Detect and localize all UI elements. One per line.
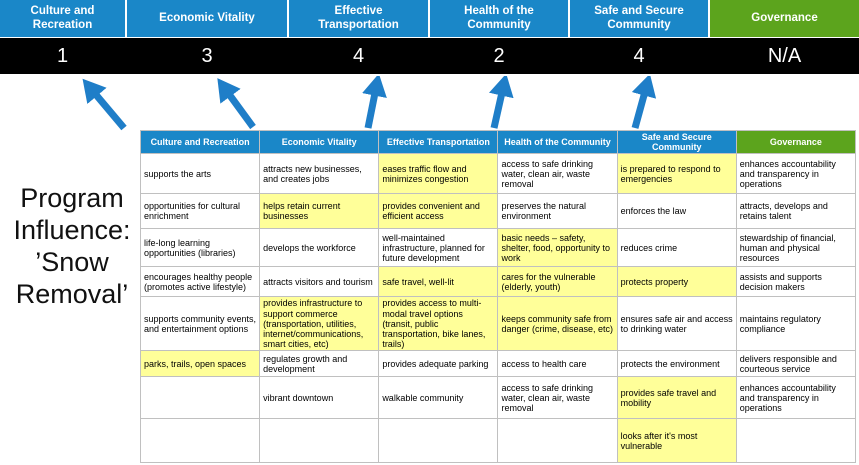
matrix-row: life-long learning opportunities (librar… xyxy=(139,228,857,268)
summary-column-culture-recreation: Culture and Recreation xyxy=(0,0,125,37)
matrix-cell: eases traffic flow and minimizes congest… xyxy=(378,153,499,195)
matrix-cell: cares for the vulnerable (elderly, youth… xyxy=(497,266,618,298)
summary-column-economic-vitality: Economic Vitality xyxy=(127,0,287,37)
score-band: 1 3 4 2 4 N/A xyxy=(0,38,859,74)
matrix-row: looks after it's most vulnerable xyxy=(139,418,857,464)
matrix-header-cell: Governance xyxy=(735,129,857,155)
matrix-row: vibrant downtown walkable community access… xyxy=(139,376,857,420)
matrix-cell: stewardship of financial, human and phys… xyxy=(735,228,857,268)
matrix-cell: reduces crime xyxy=(616,228,737,268)
matrix-cell xyxy=(497,418,618,464)
matrix-cell: provides convenient and efficient access xyxy=(378,193,499,230)
score-economic-vitality: 3 xyxy=(201,44,213,67)
matrix-cell: basic needs – safety, shelter, food, opp… xyxy=(497,228,618,268)
matrix-cell: protects the environment xyxy=(616,350,737,378)
matrix-cell xyxy=(139,418,261,464)
summary-column-effective-transportation: Effective Transportation xyxy=(289,0,428,37)
matrix-cell: opportunities for cultural enrichment xyxy=(139,193,261,230)
matrix-cell: enhances accountability and transparency… xyxy=(735,376,857,420)
summary-column-label: Culture and Recreation xyxy=(30,4,95,31)
matrix-cell xyxy=(259,418,380,464)
matrix-cell: provides adequate parking xyxy=(378,350,499,378)
summary-column-label: Governance xyxy=(751,11,818,24)
matrix-row: encourages healthy people (promotes acti… xyxy=(139,266,857,298)
matrix-cell: regulates growth and development xyxy=(259,350,380,378)
matrix-row: supports community events, and entertain… xyxy=(139,296,857,352)
matrix-cell: assists and supports decision makers xyxy=(735,266,857,298)
summary-column-safe-secure: Safe and Secure Community xyxy=(570,0,708,37)
matrix-cell: looks after it's most vulnerable xyxy=(616,418,737,464)
matrix-cell: attracts new businesses, and creates job… xyxy=(259,153,380,195)
up-arrow-icon xyxy=(489,76,514,129)
matrix-cell: provides access to multi-modal travel op… xyxy=(378,296,499,352)
matrix-cell: delivers responsible and courteous servi… xyxy=(735,350,857,378)
matrix-row: parks, trails, open spaces regulates grow… xyxy=(139,350,857,378)
matrix-header-cell: Economic Vitality xyxy=(259,129,380,155)
summary-column-health-community: Health of the Community xyxy=(430,0,568,37)
matrix-cell: helps retain current businesses xyxy=(259,193,380,230)
matrix-header-row: Culture and Recreation Economic Vitality E… xyxy=(139,129,857,155)
matrix-cell: access to health care xyxy=(497,350,618,378)
up-arrow-icon xyxy=(362,76,387,129)
matrix-header-cell: Safe and Secure Community xyxy=(616,129,737,155)
score-safe-secure: 4 xyxy=(633,44,645,67)
score-effective-transportation: 4 xyxy=(352,44,365,67)
matrix-cell: protects property xyxy=(616,266,737,298)
summary-column-governance: Governance xyxy=(710,0,859,37)
matrix-cell: walkable community xyxy=(378,376,499,420)
up-arrow-icon xyxy=(82,78,127,131)
matrix-cell: attracts, develops and retains talent xyxy=(735,193,857,230)
matrix-cell: access to safe drinking water, clean air… xyxy=(497,153,618,195)
score-culture-recreation: 1 xyxy=(56,44,69,67)
influence-matrix: Culture and Recreation Economic Vitality E… xyxy=(139,129,857,464)
matrix-header-cell: Culture and Recreation xyxy=(139,129,261,155)
matrix-cell: safe travel, well-lit xyxy=(378,266,499,298)
matrix-cell: maintains regulatory compliance xyxy=(735,296,857,352)
matrix-cell: attracts visitors and tourism xyxy=(259,266,380,298)
matrix-cell: provides safe travel and mobility xyxy=(616,376,737,420)
matrix-cell: preserves the natural environment xyxy=(497,193,618,230)
up-arrow-icon xyxy=(217,78,256,130)
matrix-cell: life-long learning opportunities (librar… xyxy=(139,228,261,268)
up-arrow-icon xyxy=(631,76,657,129)
matrix-row: supports the arts attracts new businesses… xyxy=(139,153,857,195)
matrix-cell: parks, trails, open spaces xyxy=(139,350,261,378)
matrix-cell: encourages healthy people (promotes acti… xyxy=(139,266,261,298)
matrix-cell: vibrant downtown xyxy=(259,376,380,420)
score-health-community: 2 xyxy=(493,44,505,67)
matrix-header-cell: Effective Transportation xyxy=(378,129,499,155)
arrows-layer xyxy=(82,76,657,131)
matrix-cell: supports community events, and entertain… xyxy=(139,296,261,352)
matrix-cell: access to safe drinking water, clean air… xyxy=(497,376,618,420)
matrix-row: opportunities for cultural enrichment hel… xyxy=(139,193,857,230)
matrix-cell xyxy=(735,418,857,464)
matrix-cell: develops the workforce xyxy=(259,228,380,268)
matrix-cell: ensures safe air and access to drinking … xyxy=(616,296,737,352)
summary-column-label: Health of the Community xyxy=(464,4,534,31)
matrix-cell: provides infrastructure to support comme… xyxy=(259,296,380,352)
matrix-header-cell: Health of the Community xyxy=(497,129,618,155)
summary-column-label: Economic Vitality xyxy=(159,11,255,24)
summary-column-label: Safe and Secure Community xyxy=(594,4,684,31)
matrix-cell xyxy=(139,376,261,420)
summary-column-label: Effective Transportation xyxy=(318,4,399,31)
matrix-cell: enhances accountability and transparency… xyxy=(735,153,857,195)
matrix-cell: enforces the law xyxy=(616,193,737,230)
matrix-cell: supports the arts xyxy=(139,153,261,195)
matrix-cell: well-maintained infrastructure, planned … xyxy=(378,228,499,268)
score-governance: N/A xyxy=(767,44,802,67)
matrix-cell: keeps community safe from danger (crime,… xyxy=(497,296,618,352)
program-influence-label: Program Influence: ’Snow Removal’ xyxy=(13,183,131,309)
matrix-cell xyxy=(378,418,499,464)
matrix-cell: is prepared to respond to emergencies xyxy=(616,153,737,195)
